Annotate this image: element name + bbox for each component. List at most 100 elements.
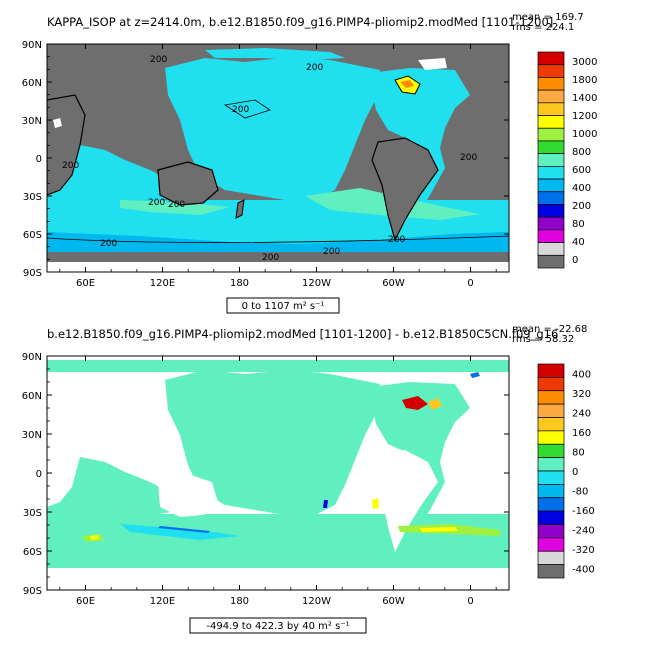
colorbar-swatch bbox=[537, 484, 565, 499]
colorbar-label: -240 bbox=[572, 525, 595, 536]
colorbar-label: -80 bbox=[572, 486, 588, 497]
colorbar-swatch bbox=[537, 254, 565, 269]
colorbar-label: 40 bbox=[572, 237, 585, 248]
y-tick-label: 0 bbox=[36, 154, 42, 165]
y-tick-label: 90N bbox=[22, 352, 42, 363]
x-tick-label: 60W bbox=[382, 596, 405, 607]
colorbar-swatch bbox=[537, 550, 565, 565]
colorbar-label: 1200 bbox=[572, 111, 597, 122]
y-tick-label: 0 bbox=[36, 469, 42, 480]
contour-label: 200 bbox=[262, 253, 279, 263]
panel-2-north-blue bbox=[470, 372, 480, 378]
panel-1: KAPPA_ISOP at z=2414.0m, b.e12.B1850.f09… bbox=[22, 12, 597, 314]
panel-2-labrador-anomaly bbox=[402, 396, 428, 410]
contour-label: 200 bbox=[306, 63, 323, 73]
panel-2-southern-negative bbox=[120, 524, 240, 540]
colorbar-swatch bbox=[537, 102, 565, 116]
y-tick-label: 60N bbox=[22, 391, 42, 402]
panel-1-australia bbox=[157, 161, 219, 206]
colorbar-swatch bbox=[537, 564, 565, 579]
colorbar-swatch bbox=[537, 417, 565, 432]
colorbar-swatch bbox=[537, 140, 565, 154]
colorbar-swatch bbox=[537, 510, 565, 525]
panel-2-indian-yellow bbox=[90, 535, 99, 540]
colorbar-swatch bbox=[537, 242, 565, 256]
panel-2-map bbox=[47, 356, 509, 590]
panel-2-indian-ocean bbox=[47, 454, 190, 514]
x-tick-label: 120W bbox=[302, 278, 331, 289]
colorbar-swatch bbox=[537, 430, 565, 445]
colorbar-label: -320 bbox=[572, 545, 595, 556]
contour-label: 200 bbox=[388, 235, 405, 245]
panel-1-antarctic-margin bbox=[47, 232, 509, 252]
panel-1-range-label: 0 to 1107 m² s⁻¹ bbox=[242, 301, 325, 312]
panel-2-rms: rms = 58.32 bbox=[512, 334, 574, 345]
panel-1-hudson-hole bbox=[53, 118, 62, 128]
panel-2-pacific-ocean bbox=[165, 370, 380, 515]
colorbar-label: 200 bbox=[572, 201, 591, 212]
x-tick-label: 60E bbox=[76, 278, 95, 289]
panel-2-axes: 60E 120E 180 120W 60W 0 90N 60N 30N 0 30S 60S 90S bbox=[22, 352, 509, 607]
colorbar-swatch bbox=[537, 377, 565, 392]
colorbar-swatch bbox=[537, 64, 565, 78]
panel-1-south-america bbox=[371, 137, 439, 242]
panel-1-new-zealand bbox=[235, 199, 245, 219]
panel-2-brazil-anomaly bbox=[372, 498, 379, 509]
colorbar-swatch bbox=[537, 537, 565, 552]
contour-label: 200 bbox=[323, 247, 340, 257]
panel-2-africa bbox=[47, 407, 85, 507]
x-tick-label: 120W bbox=[302, 596, 331, 607]
colorbar-label: 1800 bbox=[572, 75, 597, 86]
panel-1-labrador-hotspot-core bbox=[400, 80, 414, 88]
colorbar-label: 80 bbox=[572, 448, 585, 459]
x-tick-label: 0 bbox=[467, 596, 473, 607]
y-tick-label: 90S bbox=[23, 268, 42, 279]
colorbar-swatch bbox=[537, 390, 565, 405]
panel-1-rms: rms = 224.1 bbox=[512, 22, 574, 33]
panel-2-south-atlantic-yellow bbox=[420, 527, 458, 532]
panel-2-south-america bbox=[372, 450, 438, 552]
colorbar-label: -160 bbox=[572, 506, 595, 517]
panel-1-indian-ocean bbox=[47, 142, 190, 200]
panel-1-pacific-ocean bbox=[165, 57, 380, 200]
panel-1-contour-labels: 200 200 200 200 200 200 200 200 200 200 … bbox=[62, 55, 477, 263]
colorbar-swatch bbox=[537, 178, 565, 193]
colorbar-swatch bbox=[537, 166, 565, 180]
panel-2-arctic-band bbox=[47, 360, 509, 372]
panel-1-missing-polar-band bbox=[47, 262, 509, 272]
panel-2-southern-ocean bbox=[47, 514, 509, 568]
panel-2-range-box: -494.9 to 422.3 by 40 m² s⁻¹ bbox=[189, 617, 367, 634]
panel-1-axes: 60E 120E 180 120W 60W 0 90N 60N 30N 0 30S 60S 90S bbox=[22, 40, 509, 289]
panel-1-arctic-ocean bbox=[205, 48, 345, 60]
panel-2: b.e12.B1850.f09_g16.PIMP4-pliomip2.modMe… bbox=[22, 324, 595, 634]
colorbar-label: 0 bbox=[572, 255, 578, 266]
colorbar-swatch bbox=[537, 470, 565, 485]
panel-1-mean: mean = 169.7 bbox=[512, 12, 584, 23]
colorbar-swatch bbox=[537, 115, 565, 129]
colorbar-label: -400 bbox=[572, 564, 595, 575]
panel-2-labrador-anomaly-halo bbox=[428, 398, 442, 410]
colorbar-swatch bbox=[537, 89, 565, 104]
panel-2-peru-anomaly bbox=[323, 500, 328, 508]
contour-label: 200 bbox=[168, 200, 185, 210]
colorbar-swatch bbox=[537, 403, 565, 418]
colorbar-label: 80 bbox=[572, 219, 585, 230]
colorbar-label: 320 bbox=[572, 389, 591, 400]
panel-1-title: KAPPA_ISOP at z=2414.0m, b.e12.B1850.f09… bbox=[47, 15, 553, 29]
contour-label: 200 bbox=[460, 153, 477, 163]
x-tick-label: 60E bbox=[76, 596, 95, 607]
x-tick-label: 180 bbox=[230, 278, 249, 289]
colorbar-label: 3000 bbox=[572, 57, 597, 68]
y-tick-label: 30S bbox=[23, 192, 42, 203]
colorbar-swatch bbox=[537, 51, 565, 66]
panel-2-australia bbox=[158, 474, 218, 517]
x-tick-label: 120E bbox=[150, 596, 175, 607]
colorbar-swatch bbox=[537, 216, 565, 231]
colorbar-label: 0 bbox=[572, 467, 578, 478]
y-tick-label: 60S bbox=[23, 547, 42, 558]
panel-2-title: b.e12.B1850.f09_g16.PIMP4-pliomip2.modMe… bbox=[47, 327, 558, 341]
panel-1-map bbox=[47, 44, 509, 272]
y-tick-label: 30N bbox=[22, 430, 42, 441]
